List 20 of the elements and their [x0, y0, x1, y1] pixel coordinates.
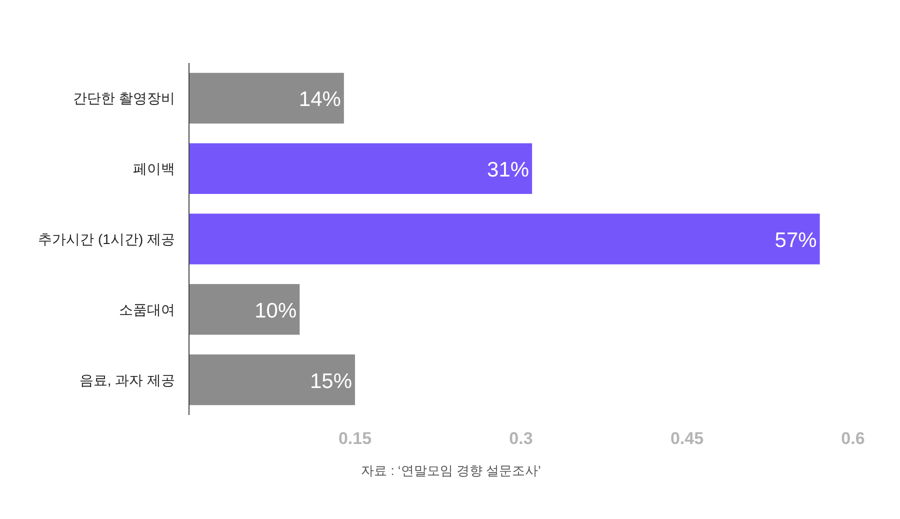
data-label: 31%: [487, 158, 530, 182]
bar: [189, 354, 355, 406]
y-tick-label: 추가시간 (1시간) 제공: [38, 231, 175, 247]
y-tick-label: 페이백: [133, 160, 175, 177]
bar: [189, 284, 300, 335]
bar: [189, 72, 344, 124]
x-tick-label: 0.45: [670, 429, 704, 448]
bar: [189, 143, 532, 194]
data-label: 15%: [310, 370, 352, 393]
data-label: 57%: [774, 229, 817, 252]
y-tick-label: 간단한 촬영장비: [73, 90, 175, 106]
data-label: 14%: [298, 88, 341, 112]
x-tick-label: 0.15: [338, 429, 372, 448]
text: 자료 : ‘연말모임 경향 설문조사’: [361, 463, 542, 478]
y-tick-label: 소품대여: [119, 301, 175, 318]
x-tick-label: 0.6: [841, 429, 865, 448]
bar: [189, 214, 820, 264]
x-tick-label: 0.3: [509, 429, 533, 448]
y-tick-label: 음료, 과자 제공: [79, 372, 175, 388]
data-label: 10%: [254, 299, 297, 322]
